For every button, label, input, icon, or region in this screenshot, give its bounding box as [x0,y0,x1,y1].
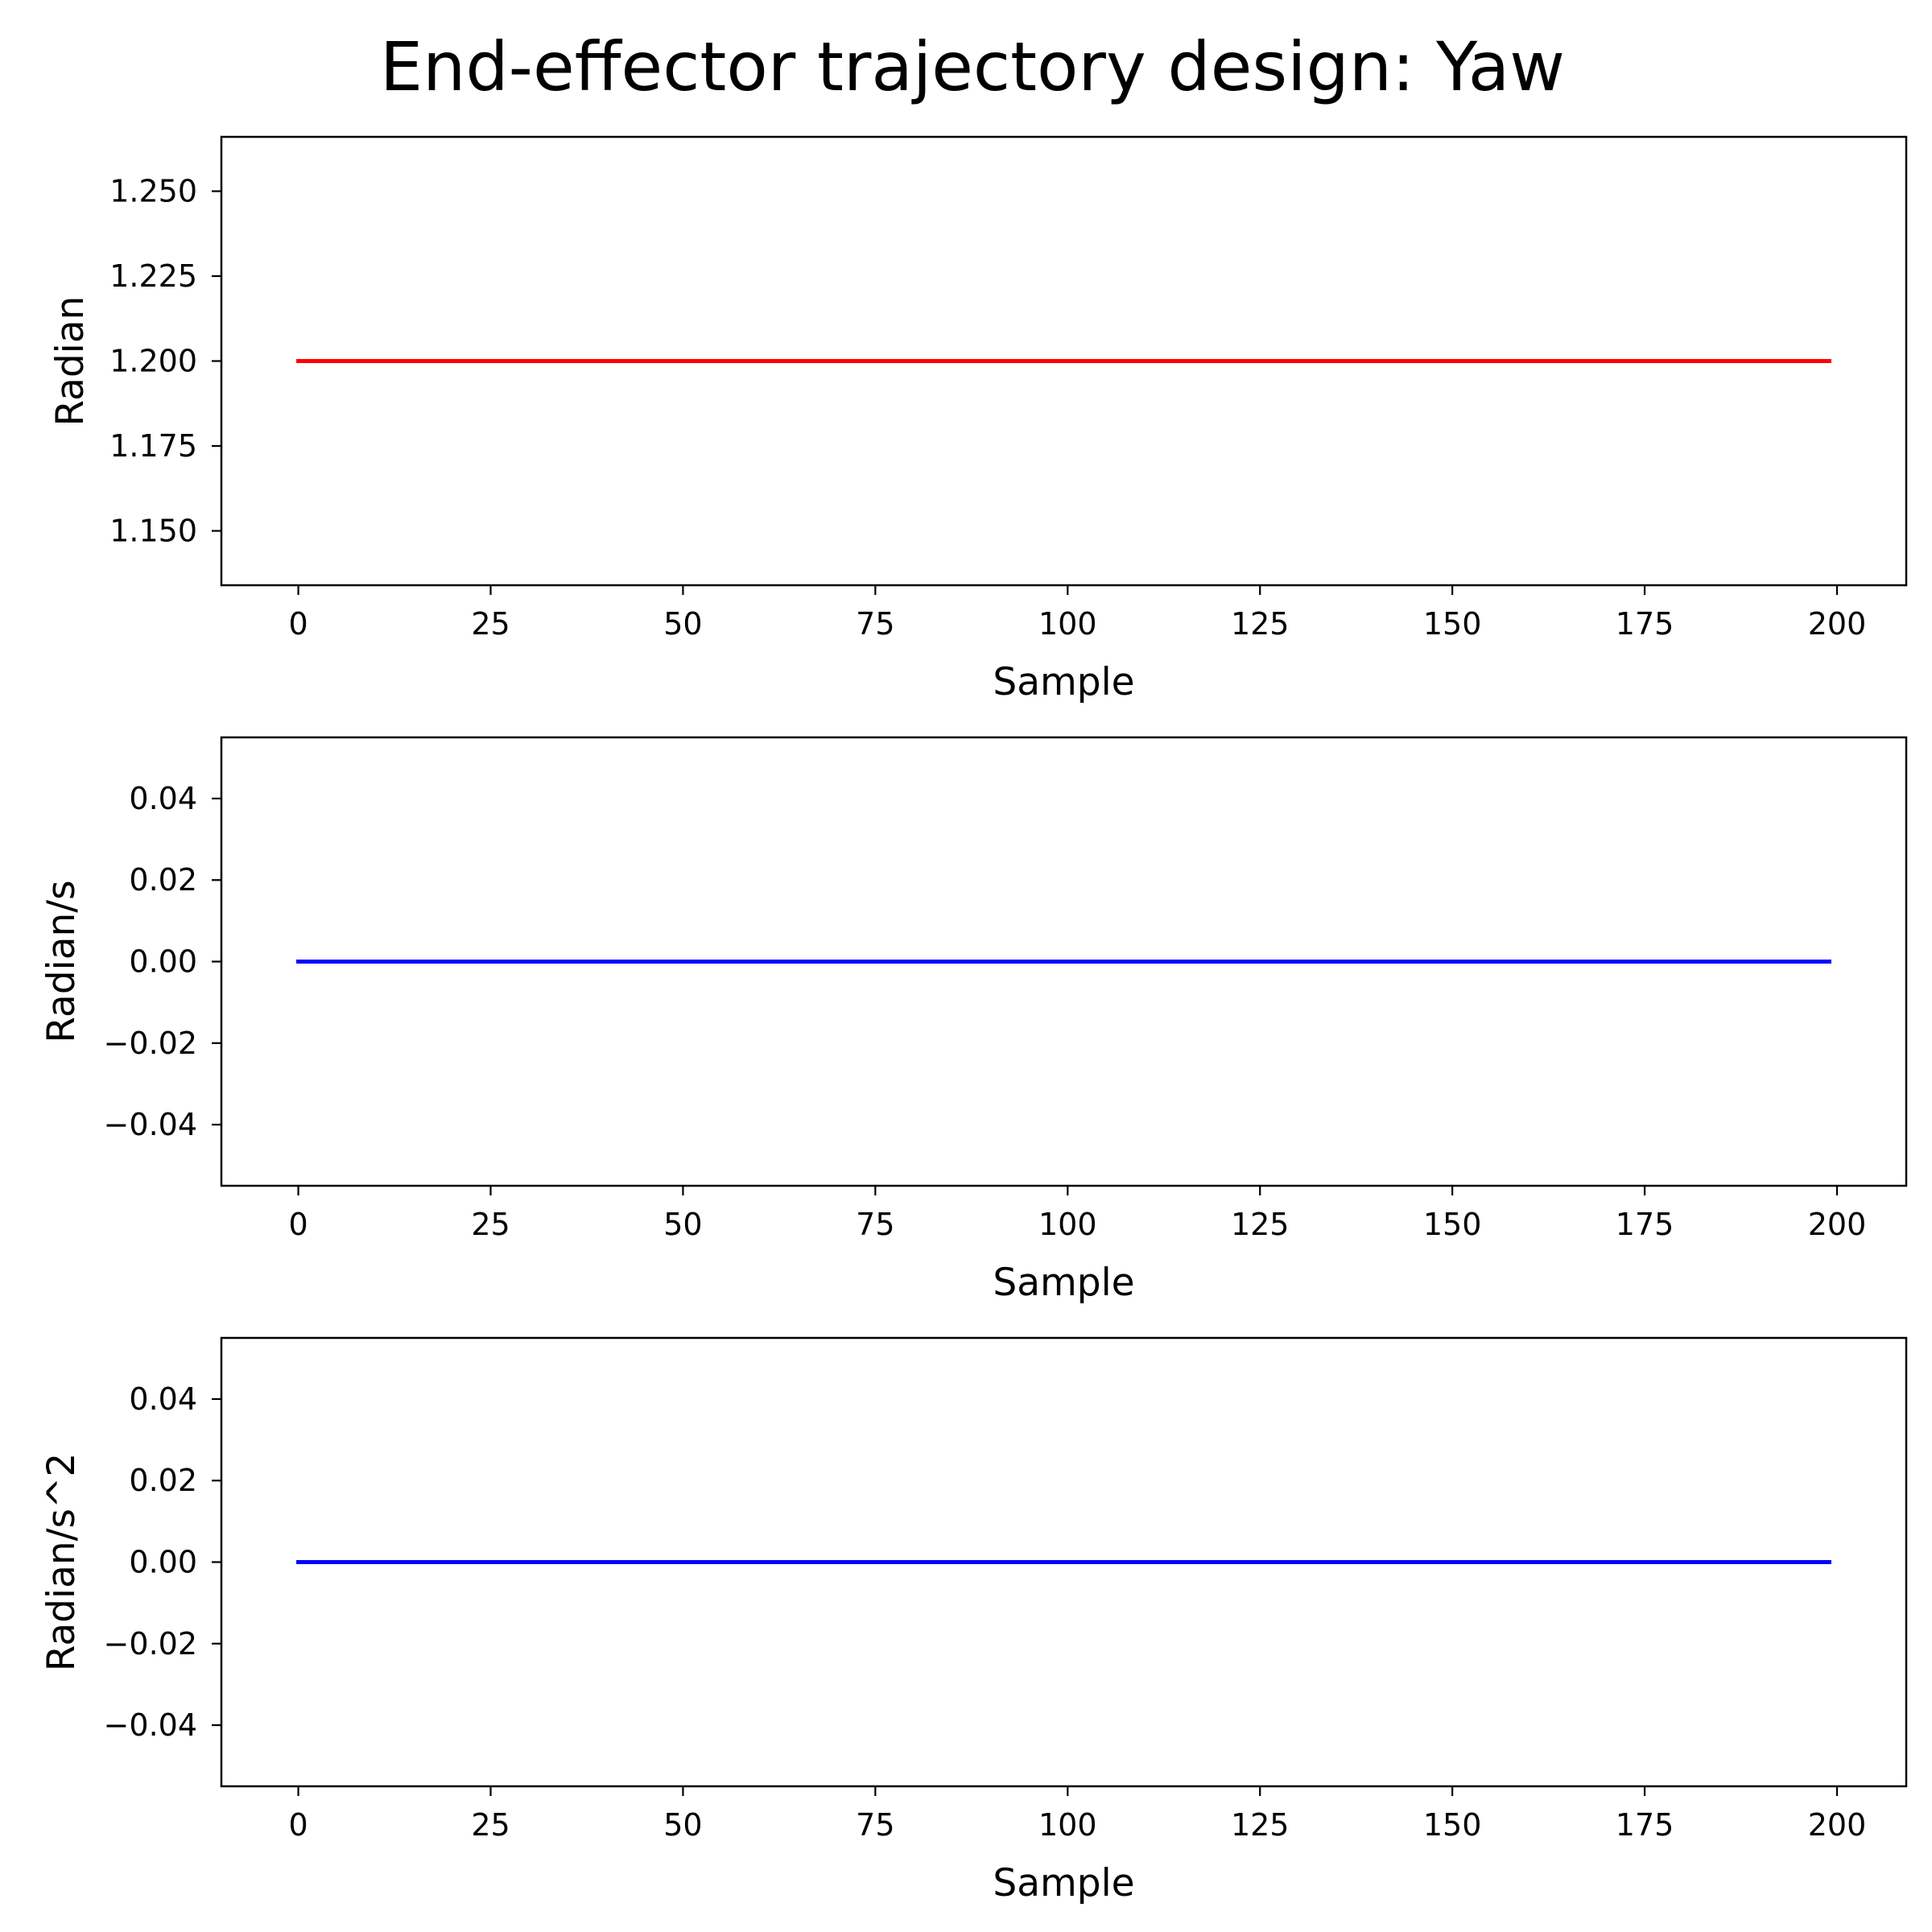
y-tick-label: −0.04 [104,1107,197,1142]
figure-title: End-effector trajectory design: Yaw [380,27,1565,106]
y-tick-label: 1.250 [109,174,197,209]
x-tick-label: 0 [288,1807,308,1843]
x-tick-label: 175 [1616,1207,1674,1242]
y-tick-label: 1.150 [109,513,197,548]
y-tick-label: 0.00 [129,944,197,980]
x-tick-label: 25 [471,606,510,642]
y-tick-label: −0.02 [104,1626,197,1662]
y-axis-label: Radian/s [39,880,84,1042]
x-tick-label: 50 [663,1807,702,1843]
x-tick-label: 175 [1616,606,1674,642]
y-tick-label: −0.02 [104,1026,197,1061]
x-tick-label: 125 [1231,606,1290,642]
y-tick-label: 0.00 [129,1545,197,1580]
y-tick-label: 0.04 [129,781,197,816]
x-tick-label: 175 [1616,1807,1674,1843]
x-tick-label: 150 [1423,1207,1482,1242]
y-axis-label: Radian [48,296,93,427]
x-tick-label: 125 [1231,1207,1290,1242]
x-axis-label: Sample [993,1861,1134,1905]
y-tick-label: 0.02 [129,1463,197,1498]
x-tick-label: 150 [1423,606,1482,642]
x-tick-label: 75 [856,606,894,642]
x-tick-label: 100 [1038,1207,1097,1242]
x-tick-label: 75 [856,1807,894,1843]
chart-1: 0 25 50 75 100 125 150 175 200 1.150 1.175 1.200 1.2… [48,135,1908,704]
x-tick-label: 0 [288,1207,308,1242]
x-axis-label: Sample [993,1261,1134,1305]
x-tick-label: 125 [1231,1807,1290,1843]
x-tick-label: 75 [856,1207,894,1242]
chart-3: 0 25 50 75 100 125 150 175 200 −0.04 −0.02 0.00 0.02… [39,1336,1908,1905]
x-tick-label: 25 [471,1807,510,1843]
y-tick-label: 1.175 [109,428,197,464]
x-tick-label: 200 [1808,1207,1867,1242]
x-tick-label: 50 [663,606,702,642]
x-tick-label: 150 [1423,1807,1482,1843]
y-tick-label: 1.200 [109,344,197,379]
y-axis-label: Radian/s^2 [39,1453,84,1672]
x-tick-label: 100 [1038,1807,1097,1843]
y-tick-label: 1.225 [109,258,197,294]
y-tick-label: 0.02 [129,862,197,898]
y-tick-label: 0.04 [129,1381,197,1417]
x-tick-label: 0 [288,606,308,642]
x-tick-label: 200 [1808,606,1867,642]
charts-container: 0 25 50 75 100 125 150 175 200 1.150 1.175 1.200 1.2… [39,135,1908,1905]
x-tick-label: 100 [1038,606,1097,642]
x-tick-label: 25 [471,1207,510,1242]
x-axis-label: Sample [993,660,1134,704]
y-tick-label: −0.04 [104,1707,197,1743]
x-tick-label: 50 [663,1207,702,1242]
x-tick-label: 200 [1808,1807,1867,1843]
chart-2: 0 25 50 75 100 125 150 175 200 −0.04 −0.02 0.00 0.02… [39,736,1908,1305]
